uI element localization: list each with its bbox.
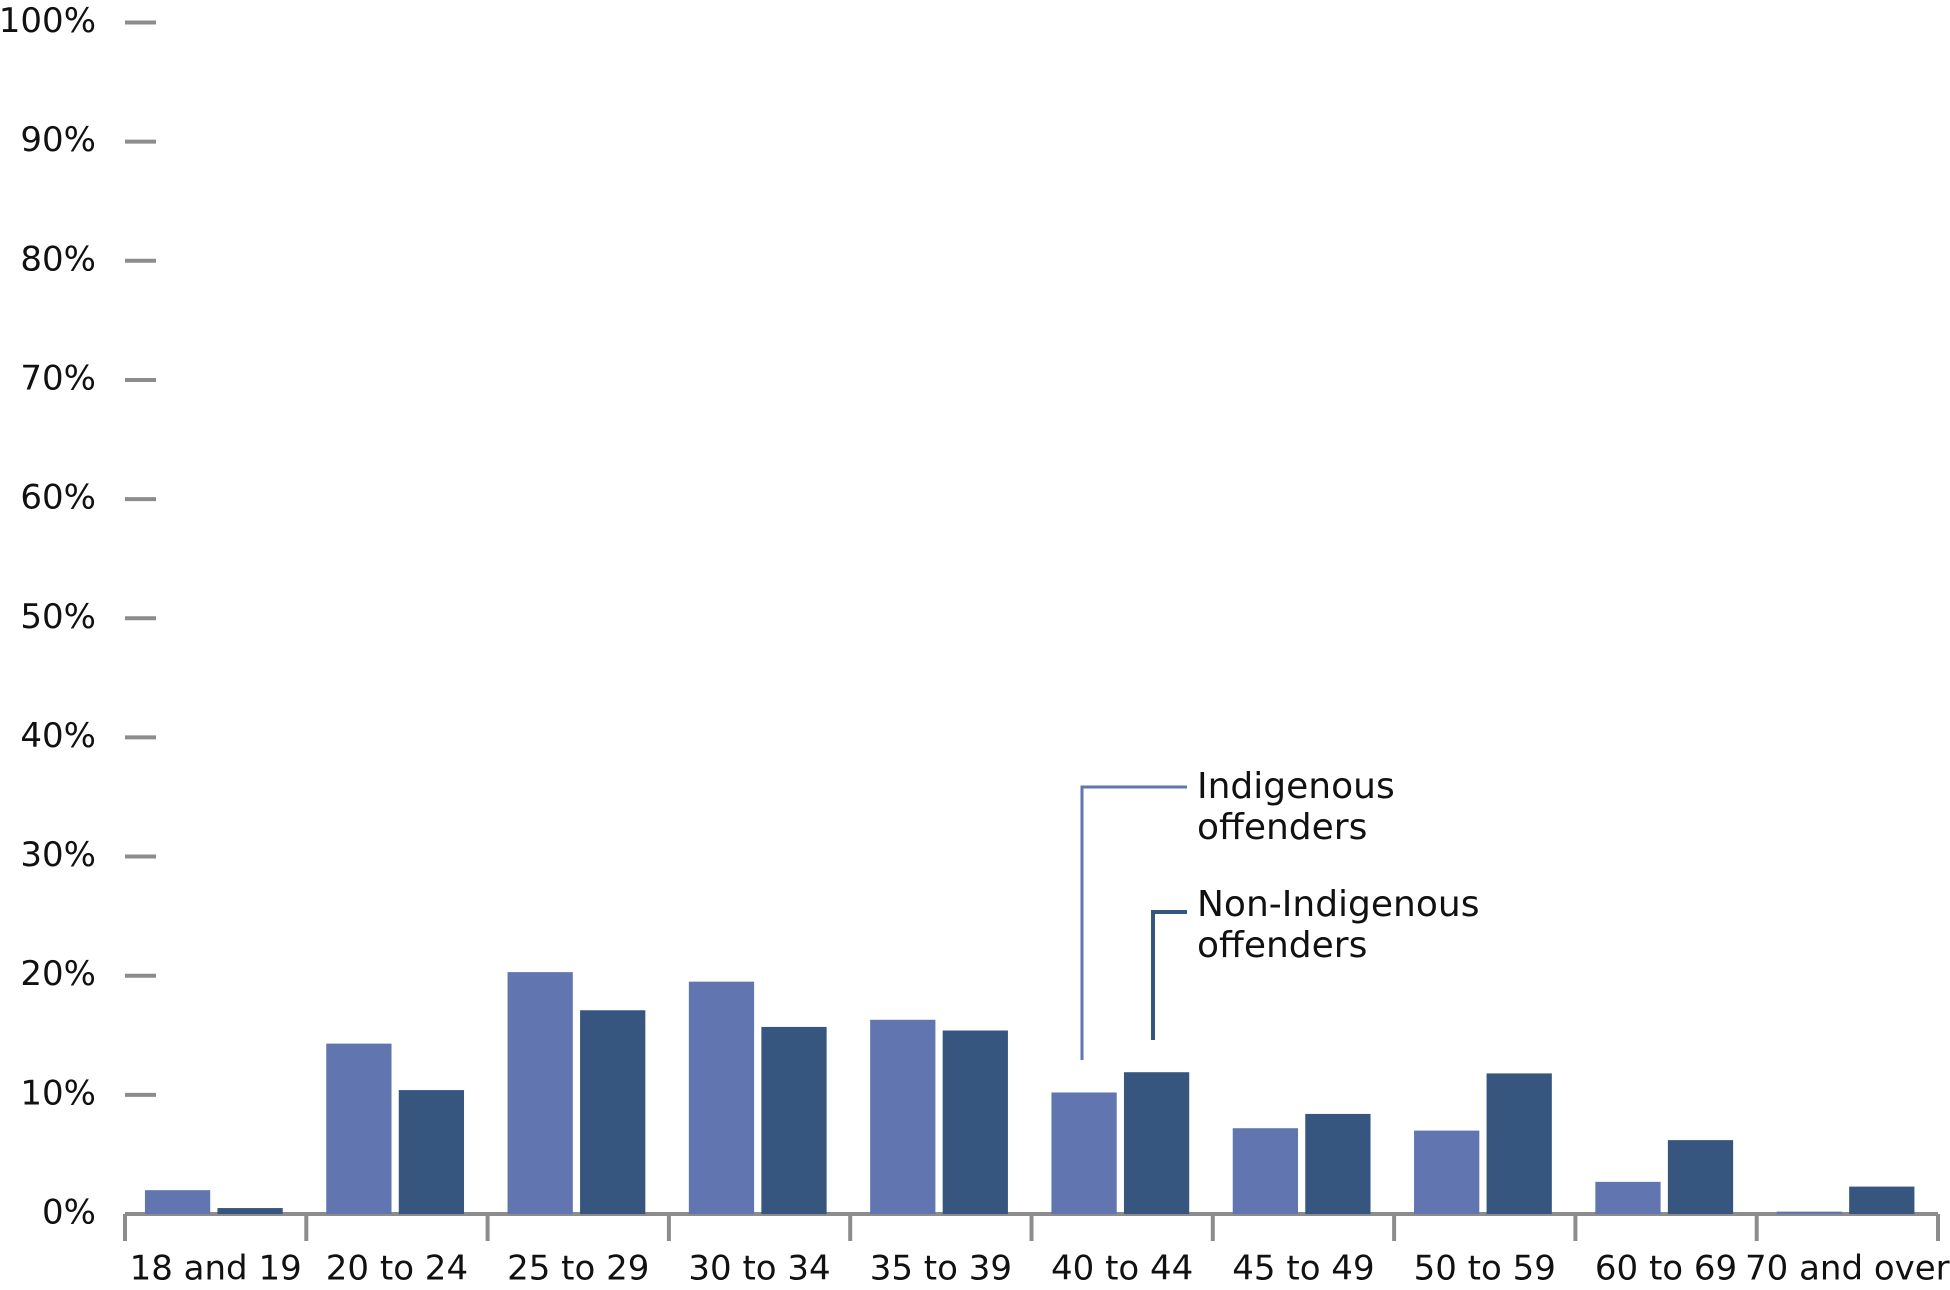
legend-label: Indigenous offenders	[1197, 766, 1395, 848]
bar	[1414, 1130, 1480, 1214]
bar	[144, 1190, 211, 1214]
bar	[1305, 1113, 1371, 1214]
x-tick-label: 30 to 34	[688, 1249, 830, 1289]
bar	[507, 972, 573, 1214]
x-tick-label: 25 to 29	[507, 1249, 649, 1289]
y-tick-label: 0%	[42, 1193, 96, 1233]
y-tick-label: 60%	[20, 478, 96, 518]
bar	[580, 1010, 646, 1214]
x-tick-label: 35 to 39	[870, 1249, 1012, 1289]
bar	[1486, 1073, 1552, 1214]
bar	[942, 1030, 1008, 1214]
y-tick-label: 30%	[20, 835, 96, 875]
bar	[761, 1026, 827, 1214]
bar	[217, 1208, 283, 1214]
y-tick-label: 70%	[20, 358, 96, 398]
bar	[1849, 1186, 1915, 1214]
bar	[1051, 1092, 1117, 1214]
y-tick-label: 10%	[20, 1073, 96, 1113]
leader-line	[1080, 785, 1187, 1060]
leader-line	[1151, 910, 1187, 1040]
y-tick-label: 50%	[20, 597, 96, 637]
bar	[1232, 1128, 1299, 1214]
x-tick-label: 70 and over	[1745, 1249, 1950, 1289]
x-tick-label: 18 and 19	[130, 1249, 302, 1289]
y-tick-label: 40%	[20, 716, 96, 756]
y-tick-label: 80%	[20, 239, 96, 279]
bar	[326, 1043, 392, 1214]
bar	[870, 1019, 936, 1214]
y-tick-label: 20%	[20, 954, 96, 994]
x-tick-label: 45 to 49	[1232, 1249, 1374, 1289]
x-tick-label: 20 to 24	[326, 1249, 468, 1289]
bar	[398, 1090, 465, 1214]
y-tick-label: 100%	[0, 1, 96, 41]
legend-label: Non-Indigenous offenders	[1197, 884, 1480, 966]
bar	[688, 981, 755, 1214]
x-tick-label: 60 to 69	[1595, 1249, 1737, 1289]
bar	[1776, 1211, 1842, 1214]
x-tick-label: 40 to 44	[1051, 1249, 1193, 1289]
y-tick-label: 90%	[20, 120, 96, 160]
x-tick-label: 50 to 59	[1414, 1249, 1556, 1289]
bar	[1667, 1140, 1734, 1214]
bar	[1595, 1181, 1661, 1214]
bar	[1123, 1072, 1190, 1214]
